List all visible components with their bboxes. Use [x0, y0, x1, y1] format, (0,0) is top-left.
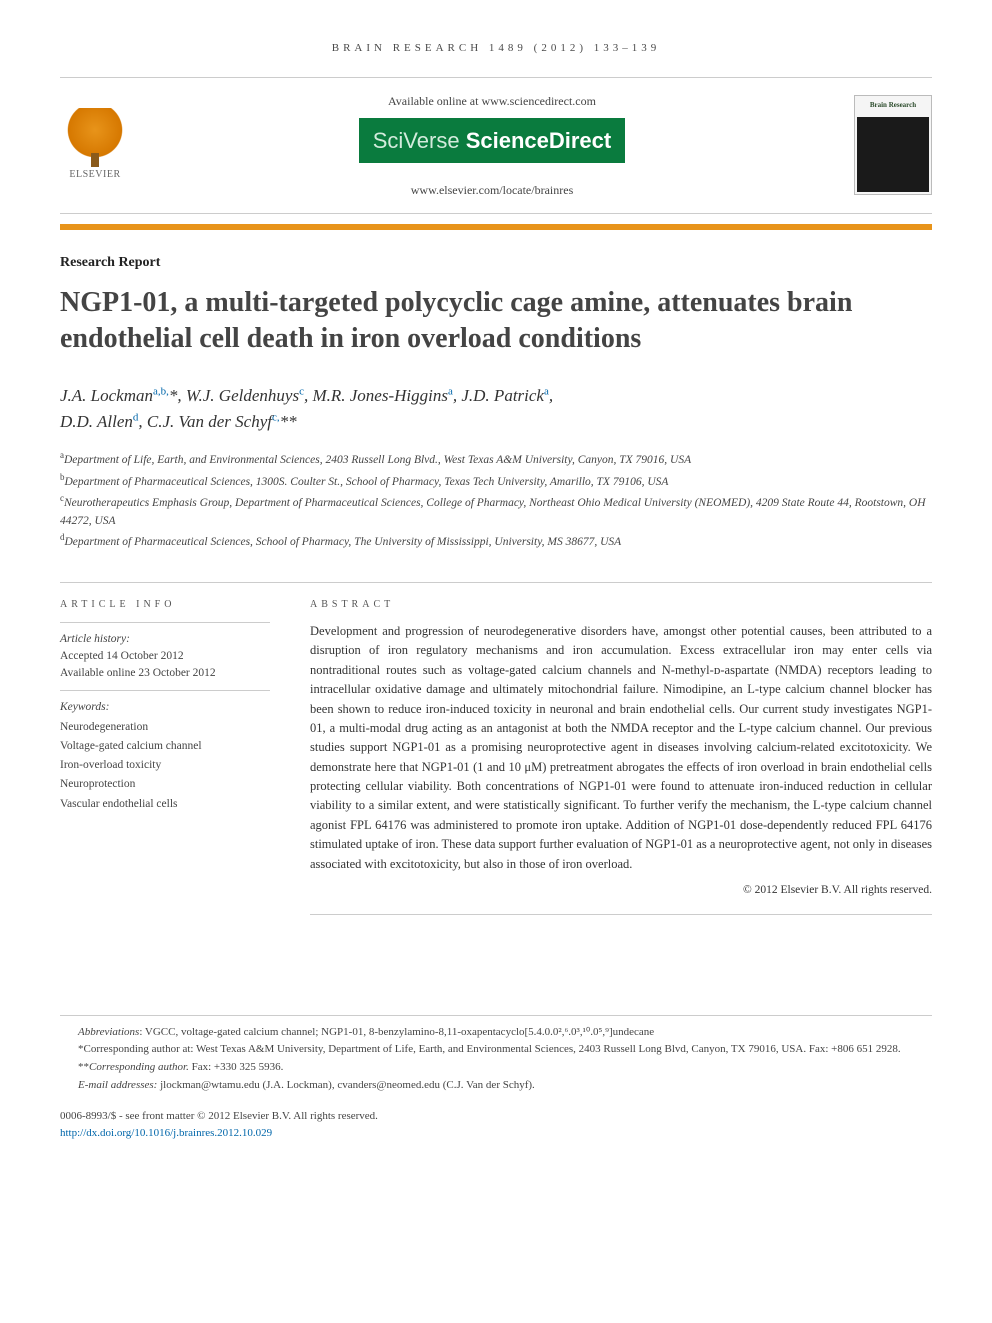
- elsevier-logo: ELSEVIER: [60, 105, 130, 185]
- corresponding-1: *Corresponding author at: West Texas A&M…: [60, 1041, 932, 1059]
- doi-link[interactable]: http://dx.doi.org/10.1016/j.brainres.201…: [60, 1125, 932, 1142]
- cover-image-placeholder: [857, 117, 929, 193]
- email-addresses: E-mail addresses: jlockman@wtamu.edu (J.…: [60, 1077, 932, 1095]
- keyword: Voltage-gated calcium channel: [60, 738, 270, 755]
- keywords-label: Keywords:: [60, 699, 270, 716]
- affiliation: dDepartment of Pharmaceutical Sciences, …: [60, 530, 932, 551]
- abstract-head: ABSTRACT: [310, 597, 932, 613]
- journal-cover-thumb: Brain Research: [854, 95, 932, 195]
- front-matter: 0006-8993/$ - see front matter © 2012 El…: [60, 1108, 932, 1125]
- abbreviations: Abbreviations: VGCC, voltage-gated calci…: [60, 1024, 932, 1042]
- affiliation: aDepartment of Life, Earth, and Environm…: [60, 448, 932, 469]
- available-online-text: Available online at www.sciencedirect.co…: [148, 92, 836, 110]
- keyword: Neuroprotection: [60, 776, 270, 793]
- brand-sciencedirect: ScienceDirect: [466, 128, 612, 153]
- sciverse-brand: SciVerse ScienceDirect: [359, 118, 625, 163]
- article-type: Research Report: [60, 252, 932, 273]
- author: W.J. Geldenhuysc: [186, 386, 304, 405]
- cover-title: Brain Research: [855, 96, 931, 115]
- author: C.J. Van der Schyfc,**: [147, 412, 297, 431]
- online-date: Available online 23 October 2012: [60, 665, 270, 682]
- author-list: J.A. Lockmana,b,*, W.J. Geldenhuysc, M.R…: [60, 383, 932, 434]
- journal-header: ELSEVIER Available online at www.science…: [60, 77, 932, 214]
- affiliation-list: aDepartment of Life, Earth, and Environm…: [60, 448, 932, 551]
- history-label: Article history:: [60, 631, 270, 648]
- author: M.R. Jones-Higginsa: [312, 386, 452, 405]
- footer-meta: 0006-8993/$ - see front matter © 2012 El…: [60, 1108, 932, 1141]
- accent-bar: [60, 224, 932, 230]
- author: D.D. Allend: [60, 412, 138, 431]
- author: J.A. Lockmana,b,*: [60, 386, 177, 405]
- keyword: Neurodegeneration: [60, 719, 270, 736]
- elsevier-tree-icon: [65, 108, 125, 163]
- article-info: ARTICLE INFO Article history: Accepted 1…: [60, 583, 270, 915]
- author: J.D. Patricka: [461, 386, 549, 405]
- affiliation: bDepartment of Pharmaceutical Sciences, …: [60, 470, 932, 491]
- header-center: Available online at www.sciencedirect.co…: [148, 92, 836, 199]
- affiliation: cNeurotherapeutics Emphasis Group, Depar…: [60, 491, 932, 531]
- abbrev-label: Abbreviations: [78, 1026, 139, 1038]
- abstract: ABSTRACT Development and progression of …: [310, 583, 932, 915]
- accepted-date: Accepted 14 October 2012: [60, 648, 270, 665]
- abstract-text: Development and progression of neurodege…: [310, 622, 932, 874]
- article-info-head: ARTICLE INFO: [60, 597, 270, 612]
- article-title: NGP1-01, a multi-targeted polycyclic cag…: [60, 285, 932, 358]
- elsevier-wordmark: ELSEVIER: [69, 167, 120, 182]
- journal-url: www.elsevier.com/locate/brainres: [148, 181, 836, 199]
- keyword: Iron-overload toxicity: [60, 757, 270, 774]
- footnotes: Abbreviations: VGCC, voltage-gated calci…: [60, 1015, 932, 1094]
- abstract-copyright: © 2012 Elsevier B.V. All rights reserved…: [310, 882, 932, 900]
- running-head: BRAIN RESEARCH 1489 (2012) 133–139: [60, 40, 932, 57]
- brand-sciverse: SciVerse: [373, 128, 460, 153]
- keyword: Vascular endothelial cells: [60, 796, 270, 813]
- corresponding-2: **Corresponding author. Fax: +330 325 59…: [60, 1059, 932, 1077]
